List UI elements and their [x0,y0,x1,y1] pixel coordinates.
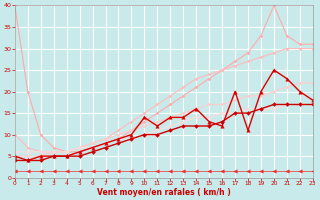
X-axis label: Vent moyen/en rafales ( km/h ): Vent moyen/en rafales ( km/h ) [97,188,231,197]
